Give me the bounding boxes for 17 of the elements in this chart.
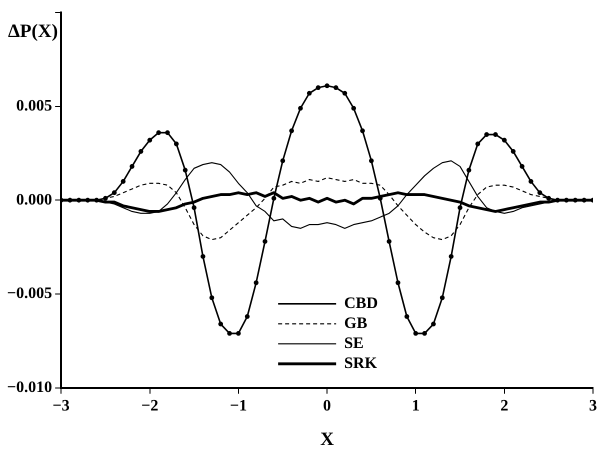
x-tick-label: −1 <box>230 398 247 415</box>
legend-label: SE <box>344 334 364 352</box>
y-tick-label: −0.005 <box>6 285 52 302</box>
x-tick-label: 1 <box>412 398 420 415</box>
x-tick-label: −2 <box>141 398 158 415</box>
legend-label: CBD <box>344 294 378 312</box>
x-tick-label: −3 <box>52 398 70 415</box>
y-tick-label: 0.000 <box>16 191 52 208</box>
x-tick-label: 0 <box>323 398 332 415</box>
x-axis-title: X <box>320 429 334 450</box>
legend-label: SRK <box>344 354 378 372</box>
x-tick-label: 2 <box>500 398 508 415</box>
y-tick-label: −0.010 <box>6 378 52 396</box>
legend-label: GB <box>344 314 368 332</box>
x-tick-label: 3 <box>589 398 597 415</box>
y-axis-title: ΔP(X) <box>8 20 58 42</box>
y-tick-label: 0.005 <box>16 98 52 115</box>
